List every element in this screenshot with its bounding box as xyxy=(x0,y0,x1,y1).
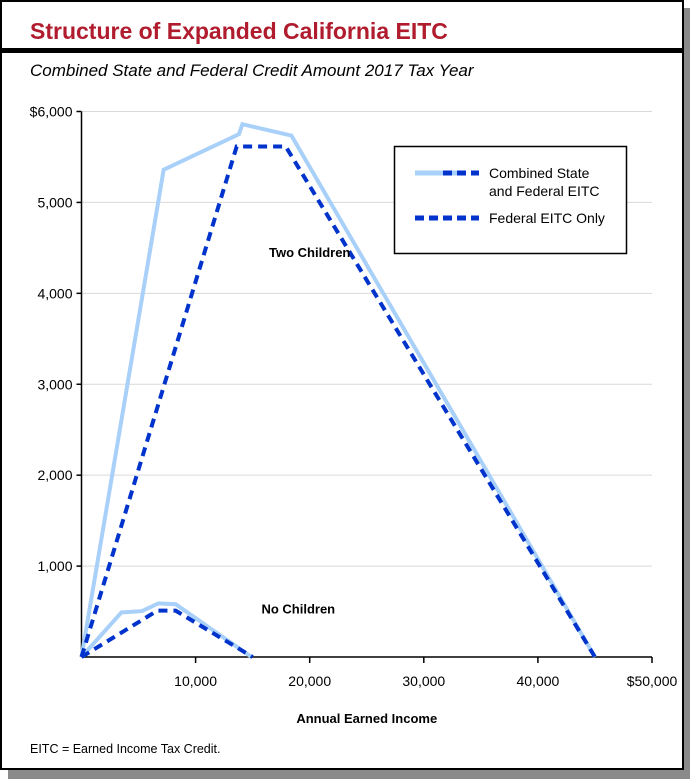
chart-title: Structure of Expanded California EITC xyxy=(30,18,448,44)
legend-label: Combined State xyxy=(489,165,590,181)
legend-box xyxy=(393,145,628,255)
title-divider xyxy=(2,48,682,53)
x-tick-label: 30,000 xyxy=(402,673,445,689)
y-tick-label: 3,000 xyxy=(37,376,72,392)
x-tick-label: 20,000 xyxy=(288,673,331,689)
y-tick-label: $6,000 xyxy=(30,104,73,120)
chart-subtitle: Combined State and Federal Credit Amount… xyxy=(30,61,474,80)
x-tick-label: $50,000 xyxy=(627,673,678,689)
annotation-label: No Children xyxy=(261,601,335,616)
y-tick-label: 2,000 xyxy=(37,467,72,483)
legend-label: and Federal EITC xyxy=(489,183,600,199)
series-line-two-children-federal xyxy=(79,144,597,659)
y-tick-label: 5,000 xyxy=(37,194,72,210)
footnote: EITC = Earned Income Tax Credit. xyxy=(30,742,221,756)
series-line-no-children-combined xyxy=(80,601,253,659)
series-line-two-children-combined xyxy=(79,121,597,659)
annotation-label: Two Children xyxy=(269,245,350,260)
y-tick-label: 4,000 xyxy=(37,285,72,301)
legend-label: Federal EITC Only xyxy=(489,210,605,226)
series-line-no-children-federal xyxy=(80,608,254,659)
x-axis-label: Annual Earned Income xyxy=(296,711,437,726)
figure-frame: Structure of Expanded California EITC Co… xyxy=(0,0,684,770)
x-tick-label: 10,000 xyxy=(174,673,217,689)
x-tick-label: 40,000 xyxy=(516,673,559,689)
y-tick-label: 1,000 xyxy=(37,558,72,574)
